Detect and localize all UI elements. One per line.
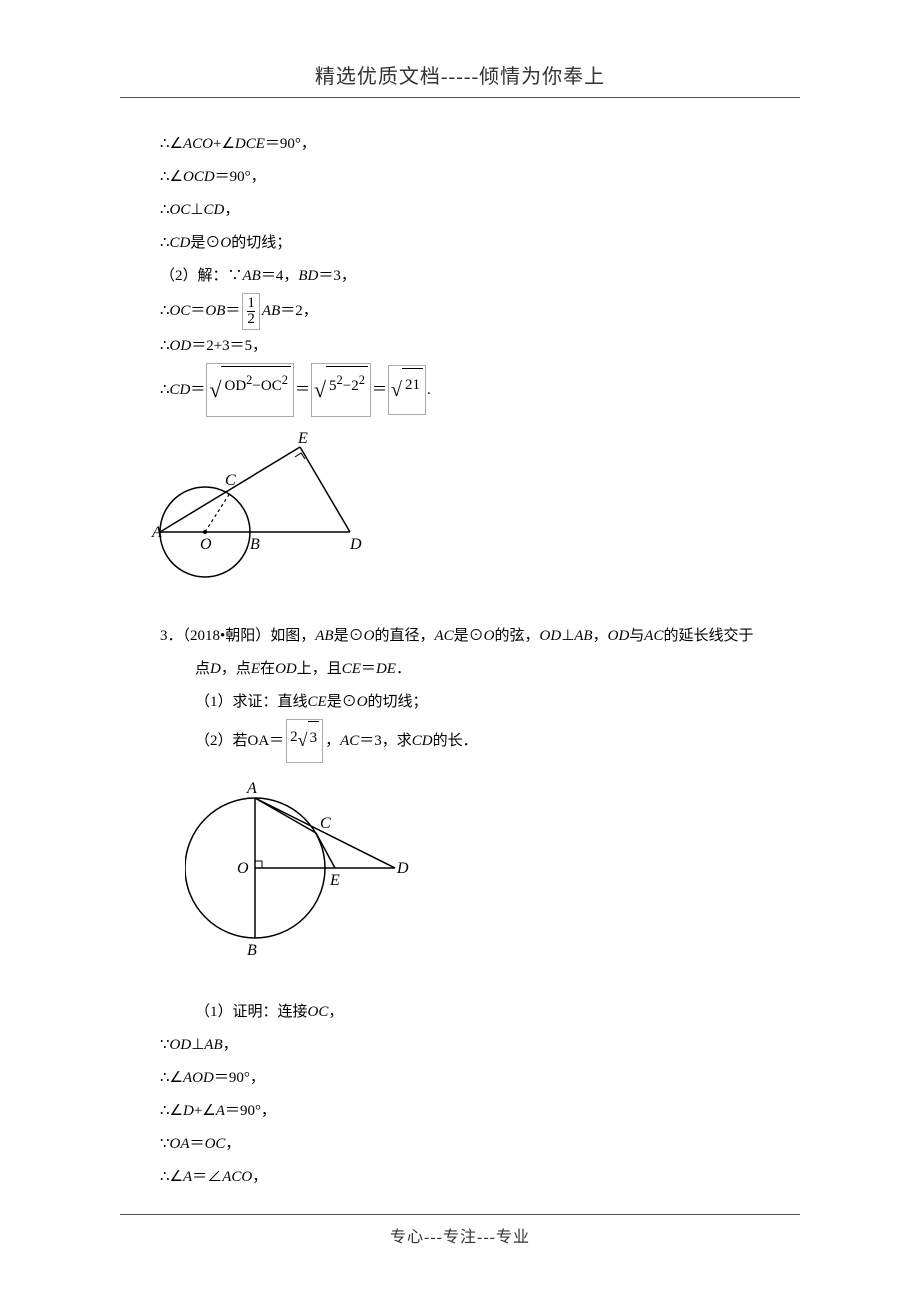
step-line: ∴∠ACO+∠DCE＝90°，: [160, 128, 830, 161]
step-line-sqrt: ∴CD＝ √ OD2−OC2 ＝ √ 52−22 ＝ √ 21 .: [160, 363, 830, 417]
label-C: C: [320, 815, 331, 832]
step-line: ∴CD是⊙O的切线；: [160, 227, 830, 260]
label-A: A: [151, 524, 162, 541]
step-line: ∴OD＝2+3＝5，: [160, 330, 830, 363]
footer-rule: [120, 1214, 800, 1215]
step-line-frac: ∴OC＝OB＝ 1 2 AB＝2，: [160, 293, 830, 330]
page-footer: 专心---专注---专业: [90, 1223, 830, 1247]
label-O: O: [237, 860, 249, 877]
problem-3: 3．（2018•朝阳）如图，AB是⊙O的直径，AC是⊙O的弦，OD⊥AB，OD与…: [160, 620, 830, 1194]
page-header: 精选优质文档-----倾情为你奉上: [90, 60, 830, 89]
label-E: E: [297, 430, 308, 447]
label-A: A: [246, 780, 257, 797]
label-D: D: [349, 536, 362, 553]
diagram-1: A O B C D E: [150, 427, 830, 600]
label-O: O: [200, 536, 212, 553]
label-B: B: [250, 536, 260, 553]
content-body: ∴∠ACO+∠DCE＝90°， ∴∠OCD＝90°， ∴OC⊥CD， ∴CD是⊙…: [90, 128, 830, 1194]
step-line: ∴OC⊥CD，: [160, 194, 830, 227]
label-E: E: [329, 872, 340, 889]
label-C: C: [225, 472, 236, 489]
fraction-numerator: 1: [247, 296, 255, 311]
diagram-2: A B O C E D: [185, 773, 830, 976]
step-line: ∴∠OCD＝90°，: [160, 161, 830, 194]
step-line: （2）解：∵AB＝4，BD＝3，: [160, 260, 830, 293]
label-D: D: [396, 860, 409, 877]
header-rule: [120, 97, 800, 98]
fraction-denominator: 2: [247, 312, 255, 327]
label-B: B: [247, 942, 257, 959]
